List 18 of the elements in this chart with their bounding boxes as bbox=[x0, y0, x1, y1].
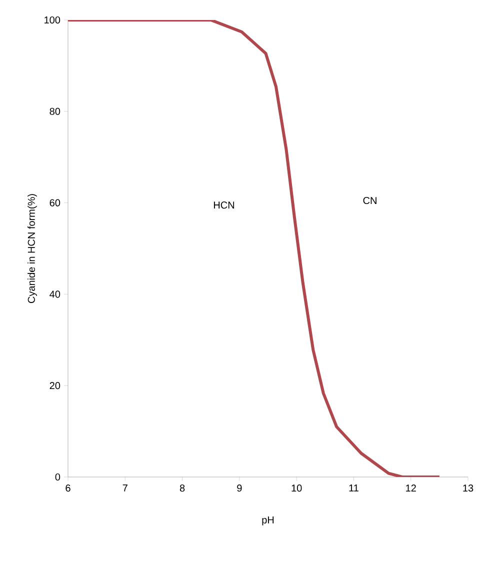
y-tick-label: 40 bbox=[50, 290, 60, 298]
x-tick-label: 12 bbox=[406, 484, 416, 492]
x-tick-label: 7 bbox=[122, 484, 128, 492]
y-tick-label: 60 bbox=[50, 199, 60, 206]
y-tick-label: 100 bbox=[44, 16, 60, 24]
x-tick-label: 11 bbox=[349, 484, 358, 492]
x-tick-label: 10 bbox=[292, 484, 302, 492]
x-axis-title: pH bbox=[262, 516, 274, 526]
annotation: HCN bbox=[214, 202, 234, 209]
y-tick-label: 20 bbox=[50, 382, 60, 390]
x-tick-label: 13 bbox=[463, 484, 474, 492]
annotation: CN bbox=[363, 196, 376, 204]
y-tick-label: 80 bbox=[50, 108, 60, 115]
x-tick-label: 8 bbox=[180, 484, 185, 492]
y-axis-title: Cyanide in HCN form(%) bbox=[28, 194, 37, 304]
x-tick-label: 9 bbox=[237, 484, 242, 492]
y-tick-label: 0 bbox=[55, 473, 60, 481]
x-tick-label: 6 bbox=[66, 484, 70, 492]
